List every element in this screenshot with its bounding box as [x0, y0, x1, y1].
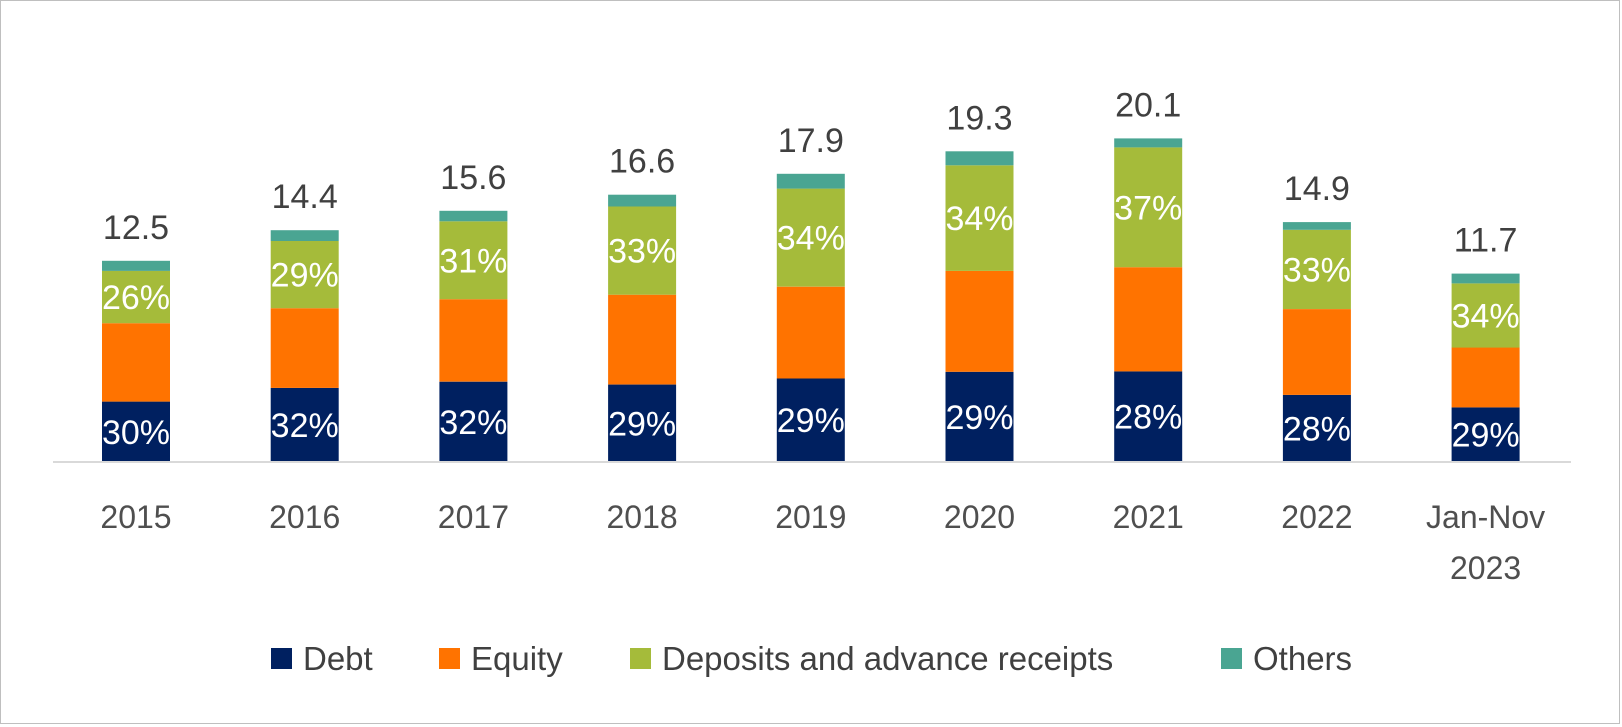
- total-label-8: 11.7: [1454, 222, 1518, 260]
- x-axis-ticks: 2015 2016 2017 2018 2019 2020 2021 2022 Jan-Nov 2…: [100, 499, 1545, 586]
- data-label-deposits-and-advance-receipts-2: 31%: [439, 242, 507, 280]
- bar-others-7: [1282, 222, 1351, 230]
- labels-layer: 30% 26% 12.5 32% 29% 14.4 32% 31% 15.6 29% 33% 16.6…: [102, 86, 1520, 454]
- bar-deposits-and-advance-receipts-6: [1114, 147, 1183, 268]
- total-label-3: 16.6: [609, 143, 675, 181]
- bar-deposits-and-advance-receipts-5: [945, 165, 1014, 271]
- bar-equity-8: [1451, 347, 1520, 408]
- bar-deposits-and-advance-receipts-3: [608, 206, 677, 295]
- bar-deposits-and-advance-receipts-1: [270, 240, 339, 309]
- bar-debt-7: [1282, 394, 1351, 462]
- x-tick-label-0: 2015: [100, 499, 171, 535]
- data-label-deposits-and-advance-receipts-1: 29%: [271, 257, 339, 295]
- legend-swatch-debt: [271, 648, 292, 669]
- bar-others-4: [776, 173, 845, 189]
- legend-label-equity: Equity: [471, 640, 563, 677]
- data-label-debt-2: 32%: [439, 404, 507, 442]
- legend-swatch-equity: [439, 648, 460, 669]
- bar-debt-6: [1114, 371, 1183, 462]
- bar-equity-6: [1114, 267, 1183, 372]
- bar-deposits-and-advance-receipts-7: [1282, 229, 1351, 309]
- data-label-deposits-and-advance-receipts-0: 26%: [102, 279, 170, 317]
- bar-debt-3: [608, 384, 677, 462]
- bar-equity-2: [439, 299, 508, 382]
- bar-equity-3: [608, 294, 677, 385]
- bar-others-3: [608, 194, 677, 207]
- legend-label-debt: Debt: [303, 640, 373, 677]
- bar-debt-1: [270, 387, 339, 462]
- data-label-debt-7: 28%: [1283, 410, 1351, 448]
- bar-debt-2: [439, 381, 508, 462]
- x-tick-label-3: 2018: [607, 499, 678, 535]
- x-tick-label-4: 2019: [775, 499, 846, 535]
- data-label-deposits-and-advance-receipts-7: 33%: [1283, 251, 1351, 289]
- bar-others-0: [102, 260, 170, 271]
- total-label-4: 17.9: [778, 122, 844, 160]
- total-label-6: 20.1: [1115, 86, 1181, 124]
- bar-others-6: [1114, 138, 1183, 148]
- total-label-1: 14.4: [272, 178, 338, 216]
- x-tick-label-6: 2021: [1113, 499, 1184, 535]
- data-label-debt-3: 29%: [608, 405, 676, 443]
- bar-others-1: [270, 230, 339, 241]
- data-label-deposits-and-advance-receipts-5: 34%: [945, 200, 1013, 238]
- data-label-debt-0: 30%: [102, 414, 170, 452]
- x-tick-label-2: 2017: [438, 499, 509, 535]
- x-tick-label-8-line-0: Jan-Nov: [1426, 499, 1545, 535]
- legend-swatch-others: [1221, 648, 1242, 669]
- x-tick-label-5: 2020: [944, 499, 1015, 535]
- bar-debt-5: [945, 371, 1014, 462]
- bar-deposits-and-advance-receipts-0: [102, 270, 170, 324]
- bar-equity-0: [102, 323, 170, 402]
- bar-others-2: [439, 210, 508, 222]
- bar-equity-7: [1282, 309, 1351, 395]
- x-tick-label-1: 2016: [269, 499, 340, 535]
- bar-others-5: [945, 151, 1014, 166]
- data-label-deposits-and-advance-receipts-6: 37%: [1114, 189, 1182, 227]
- bar-debt-4: [776, 378, 845, 462]
- bar-deposits-and-advance-receipts-2: [439, 221, 508, 300]
- data-label-deposits-and-advance-receipts-3: 33%: [608, 233, 676, 271]
- total-label-2: 15.6: [440, 159, 506, 197]
- bar-debt-8: [1451, 407, 1520, 462]
- x-tick-label-7: 2022: [1281, 499, 1352, 535]
- legend-swatch-deposits-and-advance-receipts: [630, 648, 651, 669]
- total-label-5: 19.3: [946, 99, 1012, 137]
- bar-debt-0: [102, 401, 170, 462]
- total-label-7: 14.9: [1284, 170, 1350, 208]
- legend-label-deposits-and-advance-receipts: Deposits and advance receipts: [662, 640, 1113, 677]
- bars-layer: [102, 138, 1520, 462]
- bar-equity-4: [776, 286, 845, 379]
- data-label-deposits-and-advance-receipts-8: 34%: [1452, 298, 1520, 336]
- data-label-debt-8: 29%: [1452, 417, 1520, 455]
- data-label-debt-4: 29%: [777, 402, 845, 440]
- total-label-0: 12.5: [103, 209, 169, 247]
- bar-deposits-and-advance-receipts-8: [1451, 283, 1520, 348]
- bar-equity-5: [945, 270, 1014, 372]
- data-label-debt-6: 28%: [1114, 399, 1182, 437]
- bar-deposits-and-advance-receipts-4: [776, 188, 845, 287]
- legend: Debt Equity Deposits and advance receipts O…: [271, 640, 1352, 677]
- data-label-deposits-and-advance-receipts-4: 34%: [777, 220, 845, 258]
- data-label-debt-5: 29%: [945, 399, 1013, 437]
- bar-equity-1: [270, 308, 339, 388]
- x-tick-label-8-line-1: 2023: [1450, 550, 1521, 586]
- legend-label-others: Others: [1253, 640, 1352, 677]
- bar-others-8: [1451, 273, 1520, 284]
- data-label-debt-1: 32%: [271, 407, 339, 445]
